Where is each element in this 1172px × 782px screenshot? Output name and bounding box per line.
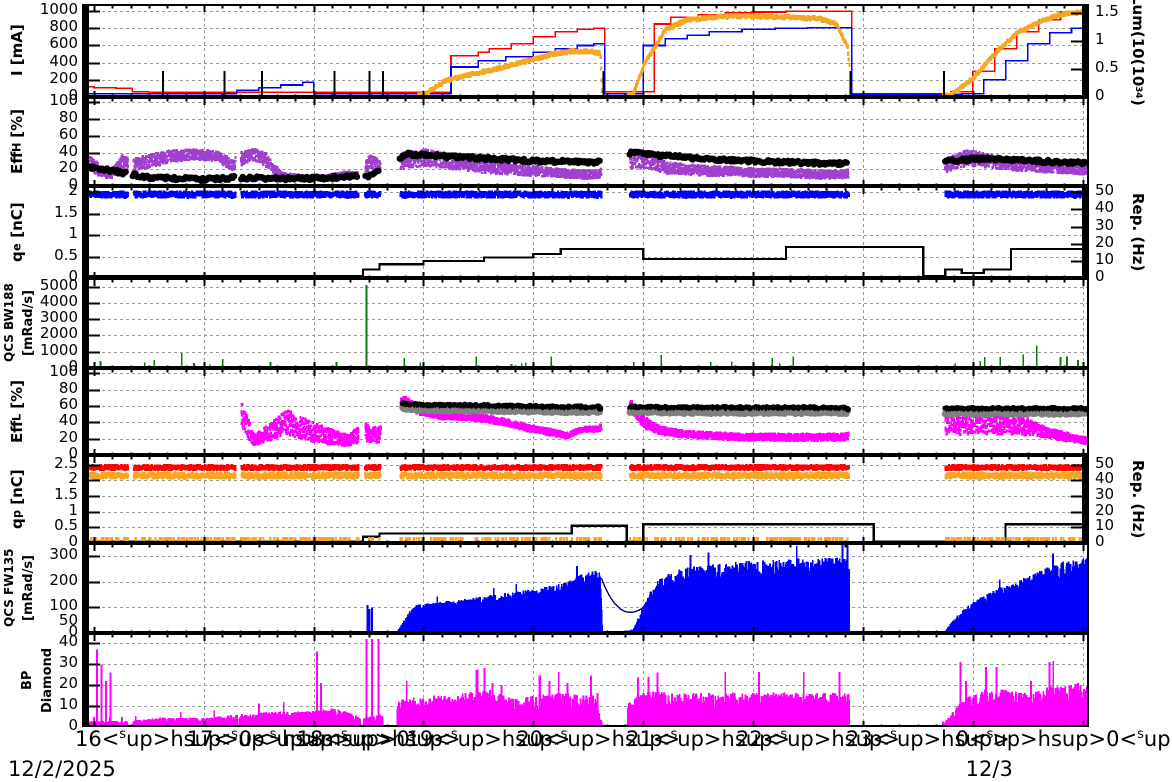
axis-tick-label: 60 bbox=[59, 126, 78, 142]
axis-tick-label: 0 bbox=[68, 359, 78, 374]
axis-tick-label: 800 bbox=[49, 19, 78, 34]
axis-tick-label: 30 bbox=[1095, 217, 1114, 233]
axis-tick-label: 0.5 bbox=[1095, 59, 1119, 75]
axis-tick-label: 40 bbox=[59, 634, 78, 649]
axis-tick-label: 300 bbox=[49, 547, 78, 562]
x-axis-tick-label: 22<sup>hsup> bbox=[736, 728, 900, 750]
axis-tick-label: 200 bbox=[49, 572, 78, 588]
axis-tick-label: 600 bbox=[49, 36, 78, 51]
axis-tick-label: 2.5 bbox=[54, 455, 78, 471]
axis-tick-label: 2000 bbox=[40, 326, 78, 341]
axis-tick-label: 1 bbox=[68, 502, 78, 518]
axis-tick-label: 50 bbox=[1095, 455, 1114, 471]
axis-tick-label: 20 bbox=[59, 160, 78, 175]
y-axis-label: [mRad/s] bbox=[21, 278, 36, 368]
axis-tick-label: 1.5 bbox=[54, 487, 78, 502]
panel-qcs-bw188-dose bbox=[82, 278, 1089, 368]
axis-tick-label: 0 bbox=[1095, 269, 1105, 284]
panel-injection-efficiency-her bbox=[82, 97, 1089, 186]
axis-tick-label: 80 bbox=[59, 110, 78, 125]
axis-tick-label: 30 bbox=[59, 655, 78, 670]
axis-tick-label: 0.5 bbox=[54, 518, 78, 533]
axis-tick-label: 400 bbox=[49, 53, 78, 69]
axis-tick-label: 1000 bbox=[40, 342, 78, 358]
date-label-left: 12/2/2025 bbox=[8, 757, 116, 781]
axis-tick-label: 10 bbox=[1095, 518, 1114, 533]
axis-tick-label: 0 bbox=[68, 177, 78, 192]
y2-axis-label: Rep. (Hz) bbox=[1129, 455, 1147, 543]
axis-tick-label: 10 bbox=[1095, 251, 1114, 267]
x-axis-tick-label: 18<sup>hsup> bbox=[297, 728, 461, 750]
axis-tick-label: 2 bbox=[68, 183, 78, 198]
y-axis-label: QCS FW135 bbox=[2, 543, 16, 633]
axis-tick-label: 20 bbox=[1095, 234, 1114, 250]
axis-tick-label: 50 bbox=[59, 613, 78, 628]
x-axis-tick-label: 19<sup>hsup> bbox=[406, 728, 570, 750]
axis-tick-label: 0 bbox=[68, 88, 78, 103]
axis-tick-label: 0 bbox=[1095, 88, 1105, 103]
axis-tick-label: 1 bbox=[1095, 31, 1105, 47]
panel-current-luminosity bbox=[82, 4, 1089, 97]
y-axis-label: QCS BW188 bbox=[2, 278, 16, 368]
axis-tick-label: 40 bbox=[59, 143, 78, 159]
axis-tick-label: 1.5 bbox=[54, 204, 78, 220]
axis-tick-label: 100 bbox=[49, 93, 78, 108]
axis-tick-label: 40 bbox=[59, 413, 78, 428]
axis-tick-label: 1 bbox=[68, 226, 78, 241]
y-axis-label: Eff H [%] bbox=[8, 97, 26, 186]
axis-tick-label: 1000 bbox=[40, 2, 78, 17]
axis-tick-label: 10 bbox=[59, 697, 78, 712]
y-axis-label: [mRad/s] bbox=[21, 543, 36, 633]
x-axis-tick-label: 23<sup>hsup> bbox=[846, 728, 1010, 750]
axis-tick-label: 50 bbox=[1095, 183, 1114, 198]
y-axis-label: Eff L [%] bbox=[8, 368, 26, 455]
axis-tick-label: 20 bbox=[1095, 502, 1114, 518]
axis-tick-label: 0 bbox=[68, 624, 78, 639]
axis-tick-label: 80 bbox=[59, 380, 78, 396]
axis-tick-label: 5000 bbox=[40, 277, 78, 293]
axis-tick-label: 0 bbox=[68, 534, 78, 549]
axis-tick-label: 100 bbox=[49, 364, 78, 379]
axis-tick-label: 100 bbox=[49, 598, 78, 613]
axis-tick-label: 20 bbox=[59, 429, 78, 445]
date-label-right: 12/3 bbox=[966, 757, 1013, 781]
axis-tick-label: 0 bbox=[68, 718, 78, 733]
y-axis-label: BP bbox=[20, 633, 35, 727]
axis-tick-label: 0.5 bbox=[54, 247, 78, 263]
axis-tick-label: 40 bbox=[1095, 471, 1114, 486]
axis-tick-label: 0 bbox=[68, 446, 78, 461]
x-axis-tick-label: 0<sup>hsup>0<sup>msup> bbox=[956, 728, 1172, 750]
axis-tick-label: 0 bbox=[1095, 534, 1105, 549]
panel-injection-efficiency-ler bbox=[82, 368, 1089, 455]
y2-axis-label: Rep. (Hz) bbox=[1129, 186, 1147, 278]
axis-tick-label: 1.5 bbox=[1095, 3, 1119, 19]
axis-tick-label: 40 bbox=[1095, 200, 1114, 215]
x-axis-tick-label: 17<sup>hsup> bbox=[187, 728, 351, 750]
axis-tick-label: 0 bbox=[68, 269, 78, 284]
y-axis-label: Diamond bbox=[40, 633, 55, 727]
panel-electron-charge-rep-rate bbox=[82, 186, 1089, 278]
y-axis-label: I [mA] bbox=[8, 4, 26, 97]
axis-tick-label: 20 bbox=[59, 676, 78, 691]
axis-tick-label: 200 bbox=[49, 70, 78, 86]
x-axis-tick-label: 21<sup>hsup> bbox=[626, 728, 790, 750]
axis-tick-label: 2 bbox=[68, 471, 78, 486]
axis-tick-label: 3000 bbox=[40, 310, 78, 325]
axis-tick-label: 30 bbox=[1095, 487, 1114, 502]
axis-tick-label: 60 bbox=[59, 396, 78, 412]
x-axis-tick-label: 16<sup>hsup>0<sup>msup>0s bbox=[75, 728, 417, 750]
y2-axis-label: Lum(10(10 34) bbox=[1129, 0, 1147, 106]
panel-qcs-fw135-dose bbox=[82, 543, 1089, 633]
panel-positron-charge-rep-rate bbox=[82, 455, 1089, 543]
panel-bp-diamond-dose bbox=[82, 633, 1089, 727]
x-axis-tick-label: 20<sup>hsup> bbox=[516, 728, 680, 750]
axis-tick-label: 4000 bbox=[40, 293, 78, 309]
